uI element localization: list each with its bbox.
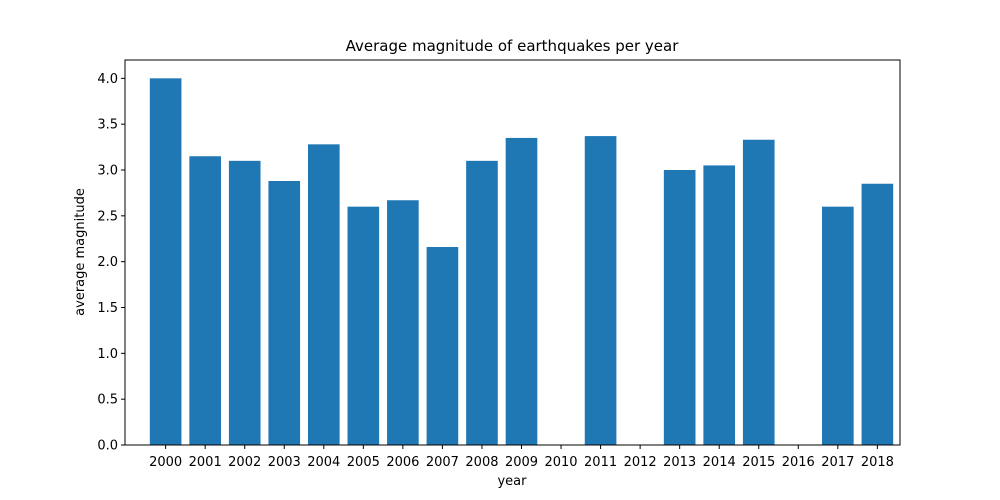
y-axis-ticks: 0.0 0.5 1.0 1.5 2.0 2.5 3.0 3.5 4.0: [97, 72, 125, 454]
x-tick-label: 2006: [386, 455, 419, 470]
bar-2007: [426, 247, 459, 445]
bar-2009: [505, 137, 538, 446]
bar-2005: [347, 206, 380, 445]
y-tick-label: 4.0: [97, 72, 118, 87]
y-tick-label: 3.5: [97, 118, 118, 133]
y-tick-label: 2.5: [97, 209, 118, 224]
y-tick-label: 2.0: [97, 255, 118, 270]
x-tick-label: 2016: [782, 455, 815, 470]
x-tick-label: 2002: [228, 455, 261, 470]
y-tick-label: 0.5: [97, 393, 118, 408]
x-tick-label: 2007: [426, 455, 459, 470]
x-tick-label: 2009: [505, 455, 538, 470]
y-tick-label: 0.0: [97, 439, 118, 454]
bar-2001: [189, 156, 221, 445]
x-tick-label: 2003: [268, 455, 301, 470]
x-tick-label: 2014: [703, 455, 736, 470]
x-axis-ticks: 2000 2001 2002 2003 2004 2005 2006 2007 2008 2009…: [149, 445, 894, 470]
x-tick-label: 2004: [307, 455, 340, 470]
bar-2015: [742, 139, 775, 445]
bar-2014: [703, 165, 736, 446]
x-tick-label: 2001: [189, 455, 222, 470]
bar-2011: [584, 136, 617, 445]
x-tick-label: 2008: [465, 455, 498, 470]
chart-title: Average magnitude of earthquakes per yea…: [346, 37, 680, 55]
plot-frame: [124, 59, 901, 446]
y-axis-label: average magnitude: [73, 188, 88, 316]
bar-2006: [387, 200, 419, 445]
bar-2013: [663, 170, 696, 445]
x-tick-label: 2005: [347, 455, 380, 470]
x-tick-label: 2000: [149, 455, 182, 470]
bar-2004: [307, 144, 340, 445]
x-tick-label: 2012: [624, 455, 657, 470]
y-tick-label: 1.0: [97, 347, 118, 362]
x-tick-label: 2013: [663, 455, 696, 470]
bar-2000: [149, 78, 182, 445]
bar-2003: [268, 181, 301, 445]
x-tick-label: 2017: [821, 455, 854, 470]
bar-2008: [466, 160, 498, 445]
y-tick-label: 1.5: [97, 301, 118, 316]
bars-group: [149, 78, 894, 446]
bar-2017: [822, 206, 854, 445]
x-tick-label: 2015: [742, 455, 775, 470]
x-axis-label: year: [497, 474, 527, 489]
y-tick-label: 3.0: [97, 164, 118, 179]
bar-2018: [861, 183, 894, 445]
x-tick-label: 2010: [544, 455, 577, 470]
x-tick-label: 2018: [861, 455, 894, 470]
bar-2002: [228, 160, 261, 445]
x-tick-label: 2011: [584, 455, 617, 470]
